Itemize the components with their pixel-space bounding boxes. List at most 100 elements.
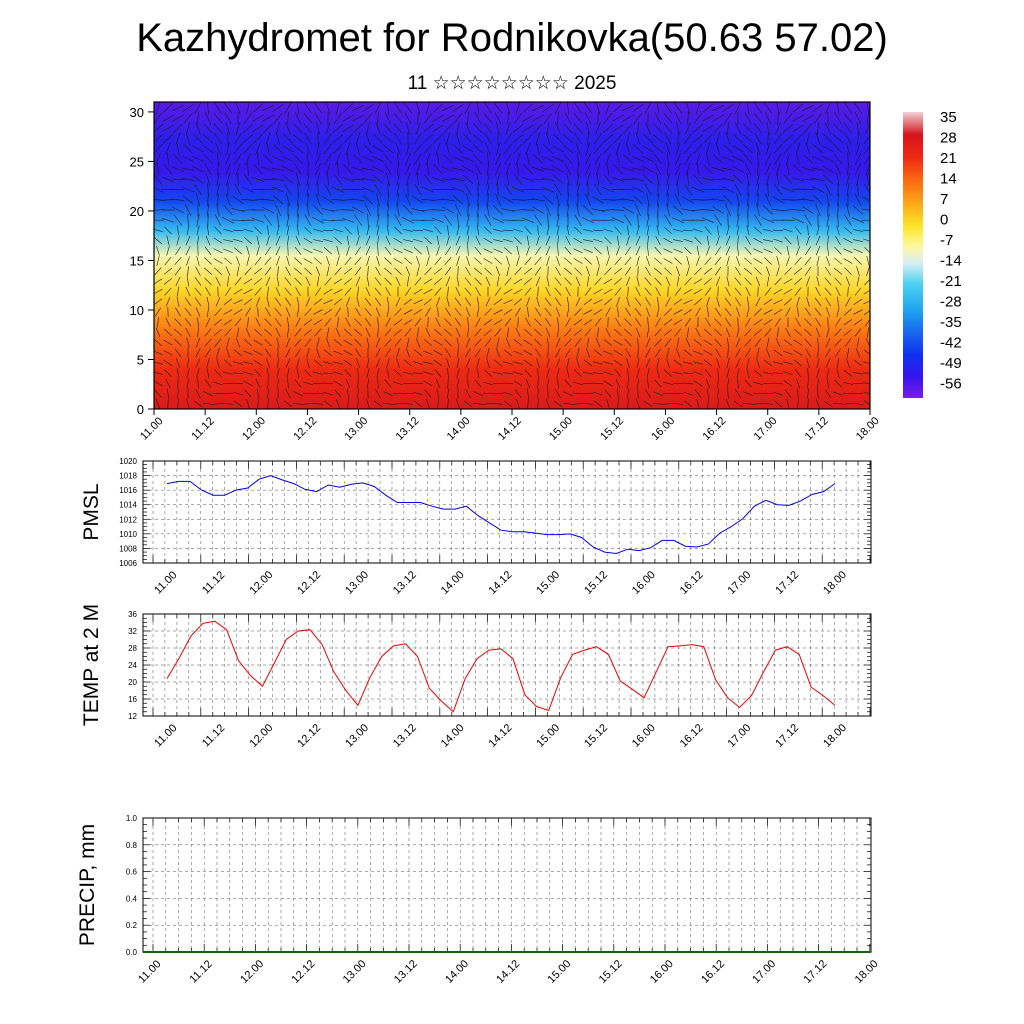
wind-barb xyxy=(654,277,662,286)
wind-barb xyxy=(593,361,603,365)
x-tick-label: 11.00 xyxy=(152,722,179,749)
wind-barb xyxy=(402,393,414,395)
wind-barb xyxy=(357,398,359,409)
wind-barb xyxy=(791,217,805,224)
wind-barb xyxy=(213,113,223,124)
wind-barb xyxy=(745,348,751,358)
wind-barb xyxy=(663,248,673,254)
wind-barb xyxy=(553,400,563,407)
wind-barb xyxy=(236,337,240,348)
wind-barb xyxy=(375,266,381,276)
wind-barb xyxy=(176,235,180,246)
wind-barb xyxy=(343,278,353,285)
wind-barb xyxy=(444,257,452,265)
wind-barb xyxy=(566,225,570,236)
wind-barb xyxy=(503,391,513,396)
wind-barb xyxy=(177,368,179,379)
wind-barb xyxy=(656,307,660,317)
wind-barb xyxy=(643,400,653,407)
wind-barb xyxy=(537,286,539,297)
colorbar-label: -28 xyxy=(940,294,962,311)
wind-barb xyxy=(464,287,472,296)
wind-barb xyxy=(586,173,590,186)
wind-barb xyxy=(772,196,784,204)
wind-barb xyxy=(303,248,313,254)
wind-barb xyxy=(647,317,649,328)
wind-barb xyxy=(446,296,450,307)
wind-barb xyxy=(565,235,571,246)
wind-barb xyxy=(756,203,760,217)
wind-barb xyxy=(574,267,582,275)
wind-barb xyxy=(621,104,635,112)
wind-barb xyxy=(342,124,354,133)
wind-barb xyxy=(642,165,654,173)
wind-barb xyxy=(753,237,763,244)
wind-barb xyxy=(483,123,493,134)
wind-barb xyxy=(792,103,804,113)
wind-barb xyxy=(243,278,253,285)
wind-barb xyxy=(361,167,375,171)
wind-barb xyxy=(631,156,645,162)
wind-barb xyxy=(525,378,531,389)
x-tick-label: 17.00 xyxy=(726,722,754,750)
wind-barb xyxy=(684,153,692,165)
wind-barb xyxy=(764,328,772,337)
wind-barb xyxy=(187,213,189,227)
wind-barb xyxy=(526,235,530,246)
wind-barb xyxy=(402,217,414,224)
wind-barb xyxy=(601,186,615,193)
wind-barb xyxy=(324,277,332,286)
wind-barb xyxy=(314,112,322,125)
x-tick-label: 13.00 xyxy=(342,415,370,443)
wind-barb xyxy=(154,288,163,295)
wind-barb xyxy=(774,153,782,165)
x-tick-label: 17.00 xyxy=(752,415,780,443)
wind-barb xyxy=(233,288,243,295)
wind-barb xyxy=(735,297,741,307)
wind-barb xyxy=(244,339,252,347)
wind-barb xyxy=(754,132,762,145)
wind-barb xyxy=(352,114,364,122)
wind-barb xyxy=(375,389,381,399)
wind-barb xyxy=(854,193,862,206)
wind-barb xyxy=(853,402,863,405)
wind-barb xyxy=(382,402,394,405)
wind-barb xyxy=(785,102,791,115)
wind-barb xyxy=(186,225,190,236)
wind-barb xyxy=(305,297,311,307)
wind-barb xyxy=(746,358,750,368)
wind-barb xyxy=(487,162,489,176)
wind-barb xyxy=(254,369,262,378)
wind-barb xyxy=(554,297,562,307)
wind-barb xyxy=(253,350,263,356)
wind-barb xyxy=(475,348,481,358)
wind-barb xyxy=(853,239,863,242)
wind-barb xyxy=(315,122,321,135)
wind-barb xyxy=(225,266,231,276)
wind-barb xyxy=(447,286,449,297)
wind-barb xyxy=(296,173,300,186)
wind-barb xyxy=(564,328,572,337)
wind-barb xyxy=(807,225,809,236)
wind-barb xyxy=(485,142,491,156)
wind-barb xyxy=(187,266,189,277)
wind-barb xyxy=(455,132,461,145)
wind-barb xyxy=(423,339,433,347)
wind-barb xyxy=(223,309,233,315)
y-tick-label: 24 xyxy=(128,661,137,670)
wind-barb xyxy=(504,133,512,145)
wind-barb xyxy=(706,245,710,256)
wind-barb xyxy=(692,124,704,133)
wind-barb xyxy=(791,177,805,182)
wind-barb xyxy=(341,176,355,182)
wind-barb xyxy=(804,266,812,276)
wind-barb xyxy=(783,350,793,355)
wind-barb xyxy=(576,203,580,217)
wind-barb xyxy=(653,267,663,275)
wind-barb xyxy=(223,102,233,114)
wind-barb xyxy=(634,297,642,306)
wind-barb xyxy=(564,257,572,265)
wind-barb xyxy=(225,287,231,296)
wind-barb xyxy=(363,112,373,124)
wind-barb xyxy=(774,317,782,327)
